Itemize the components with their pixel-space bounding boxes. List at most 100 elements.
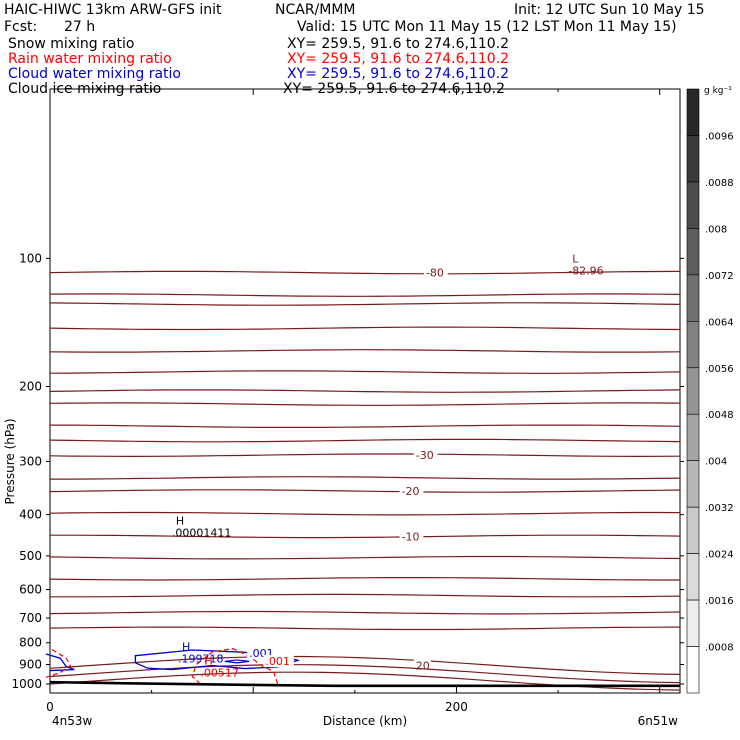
rain-contour-main [191, 648, 279, 685]
isotherm-label-bg [423, 265, 448, 279]
isotherm-line [49, 389, 681, 393]
colorbar-swatch [686, 646, 700, 694]
isotherm-line [49, 555, 681, 560]
isotherm-line [49, 402, 681, 406]
isotherm-line [49, 577, 680, 581]
isotherm-label: -20 [402, 485, 420, 498]
isotherm-label: 20 [416, 660, 430, 673]
colorbar-swatch [686, 228, 700, 276]
extremum-marker: H [182, 640, 190, 653]
isotherm-line [50, 534, 681, 539]
isotherm-line [50, 593, 681, 598]
isotherm-label: -30 [416, 449, 434, 462]
colorbar-swatch [686, 460, 700, 508]
colorbar-unit: g kg⁻¹ [704, 86, 732, 96]
isotherm-label-bg [399, 483, 424, 497]
isotherm-line [49, 438, 681, 443]
colorbar-swatch [686, 413, 700, 461]
y-tick-label: 200 [19, 379, 42, 393]
field-cloud-water-xy: XY= 259.5, 91.6 to 274.6,110.2 [287, 66, 510, 82]
isotherm-line [49, 349, 681, 353]
contour-label: .001 [265, 655, 290, 668]
colorbar-label: .004 [705, 457, 727, 468]
x-tick-label: 200 [445, 700, 468, 714]
colorbar-label: .0064 [705, 317, 734, 328]
fcst-label: Fcst: [4, 19, 38, 35]
y-tick-label: 800 [19, 636, 42, 650]
extremum-marker: H [204, 655, 212, 668]
colorbar-label: .0024 [705, 550, 734, 561]
isotherm-line [49, 326, 681, 331]
terrain-line [49, 680, 680, 688]
isotherm-line [49, 671, 681, 691]
isotherm-label-bg [413, 448, 438, 462]
colorbar-swatch [686, 181, 700, 229]
y-tick-label: 500 [19, 549, 42, 563]
isotherm-line [49, 610, 681, 615]
colorbar-label: .0048 [705, 410, 734, 421]
x-end-label-left: 4n53w [52, 714, 93, 728]
colorbar-label: .0072 [705, 271, 734, 282]
colorbar-label: .008 [705, 224, 727, 235]
x-tick-label: 0 [46, 700, 54, 714]
isotherm-label: -80 [426, 267, 444, 280]
y-tick-label: 300 [19, 454, 42, 468]
y-axis-label: Pressure (hPa) [3, 418, 17, 504]
fcst-value: 27 h [64, 19, 96, 35]
y-tick-label: 700 [19, 611, 42, 625]
colorbar-label: .0016 [705, 596, 734, 607]
isotherm-line [49, 655, 681, 675]
isotherm-line [49, 664, 681, 684]
isotherm-label-bg [399, 529, 424, 543]
cloud-water-contour [45, 653, 75, 672]
colorbar-label: .0088 [705, 178, 734, 189]
colorbar-swatch [686, 506, 700, 554]
y-tick-label: 400 [19, 508, 42, 522]
colorbar-swatch [686, 274, 700, 322]
colorbar-swatch [686, 599, 700, 647]
x-end-label-right: 6n51w [638, 714, 679, 728]
contour-label-bg [263, 655, 294, 668]
y-tick-label: 1000 [11, 677, 42, 691]
org-label: NCAR/MMM [275, 2, 356, 18]
cloud-water-contour-inner [224, 659, 250, 664]
isotherm-line [49, 511, 681, 516]
extremum-value: .00001411 [172, 526, 232, 539]
colorbar-label: .0096 [705, 131, 734, 142]
isotherm-line [49, 370, 681, 374]
colorbar-swatch [686, 367, 700, 415]
isotherm-line [49, 626, 681, 631]
extremum-value: .199718 [178, 652, 224, 665]
isotherm-line [49, 293, 681, 297]
field-cloud-water-name: Cloud water mixing ratio [8, 66, 181, 82]
isotherm-line [49, 453, 681, 458]
init-time: Init: 12 UTC Sun 10 May 15 [514, 2, 705, 18]
field-rain-name: Rain water mixing ratio [8, 51, 172, 67]
extremum-value: .00517 [200, 667, 239, 680]
rain-contour-left [45, 649, 72, 678]
y-tick-label: 100 [19, 251, 42, 265]
colorbar-label: .0056 [705, 364, 734, 375]
field-rain-xy: XY= 259.5, 91.6 to 274.6,110.2 [287, 51, 510, 67]
colorbar-swatch [686, 88, 700, 136]
isotherm-line [49, 270, 681, 275]
isotherm-label: -10 [402, 530, 420, 543]
isotherm-line [49, 489, 681, 493]
isotherm-line [49, 302, 681, 306]
valid-time: Valid: 15 UTC Mon 11 May 15 (12 LST Mon … [297, 19, 677, 35]
field-snow-name: Snow mixing ratio [8, 36, 135, 52]
colorbar-swatch [686, 321, 700, 369]
colorbar-swatch [686, 553, 700, 601]
extremum-marker: H [176, 514, 184, 527]
cloud-water-contour-main [134, 649, 301, 671]
isotherm-line [50, 476, 681, 480]
x-axis-label: Distance (km) [323, 714, 407, 728]
model-title: HAIC-HIWC 13km ARW-GFS init [4, 2, 222, 18]
colorbar-label: .0008 [705, 643, 734, 654]
colorbar-swatch [686, 135, 700, 183]
field-snow-xy: XY= 259.5, 91.6 to 274.6,110.2 [287, 36, 510, 52]
y-tick-label: 600 [19, 583, 42, 597]
extremum-marker: L [572, 253, 579, 266]
extremum-value: -82.96 [568, 265, 603, 278]
